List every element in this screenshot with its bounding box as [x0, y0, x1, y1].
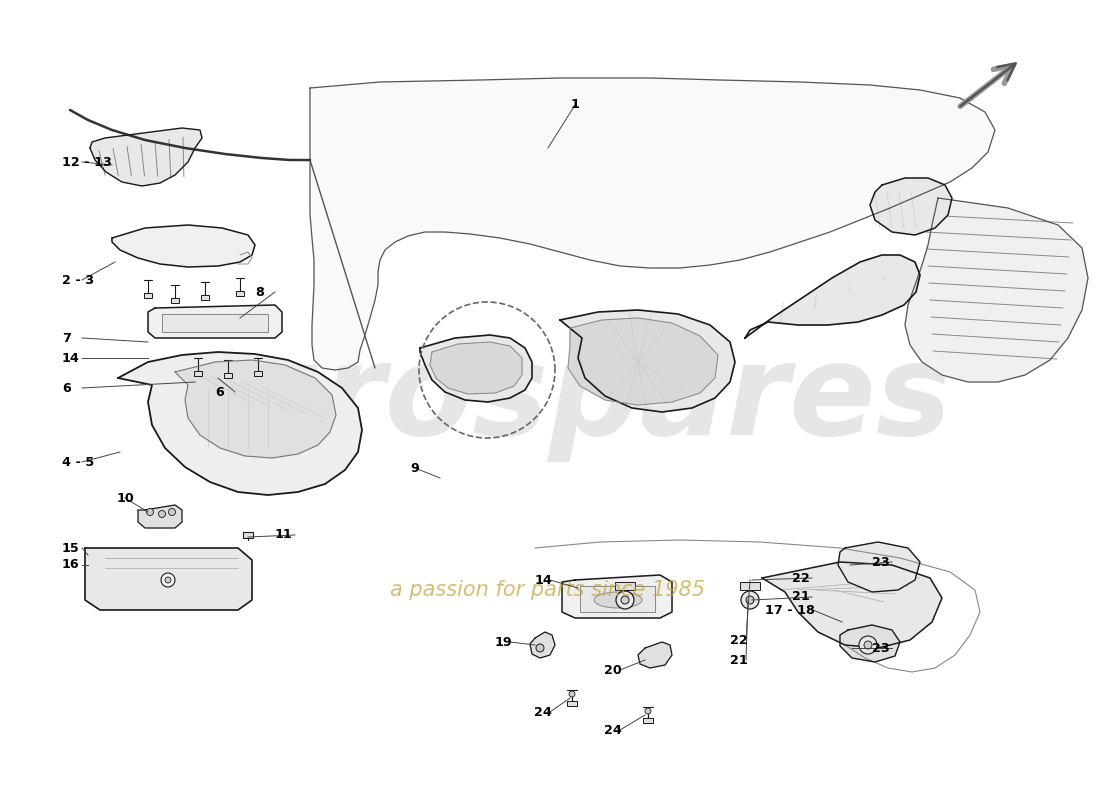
Polygon shape	[310, 78, 996, 370]
Bar	[566, 701, 578, 706]
Text: 24: 24	[604, 723, 622, 737]
Polygon shape	[85, 548, 252, 610]
Bar	[201, 295, 209, 300]
Bar	[243, 532, 253, 538]
Text: 21: 21	[730, 654, 748, 666]
Text: 8: 8	[255, 286, 264, 298]
Bar	[615, 582, 635, 590]
Text: 20: 20	[604, 663, 622, 677]
Circle shape	[536, 644, 544, 652]
Text: 9: 9	[410, 462, 419, 474]
Text: 1: 1	[571, 98, 580, 111]
Circle shape	[621, 596, 629, 604]
Text: 21: 21	[792, 590, 810, 603]
Text: 11: 11	[275, 529, 293, 542]
Polygon shape	[560, 310, 735, 412]
Circle shape	[165, 577, 170, 583]
Text: 22: 22	[792, 571, 810, 585]
Text: 14: 14	[62, 351, 80, 365]
Polygon shape	[90, 128, 202, 186]
Bar	[170, 298, 179, 303]
Text: 19: 19	[494, 635, 512, 649]
Text: 7: 7	[62, 331, 70, 345]
Circle shape	[746, 596, 754, 604]
Text: 16: 16	[62, 558, 79, 571]
Polygon shape	[148, 305, 282, 338]
Text: 17 - 18: 17 - 18	[766, 603, 815, 617]
Text: 12 - 13: 12 - 13	[62, 155, 112, 169]
Circle shape	[569, 691, 575, 697]
Bar	[236, 291, 244, 296]
Circle shape	[146, 509, 154, 515]
Polygon shape	[162, 314, 268, 332]
Text: a passion for parts since 1985: a passion for parts since 1985	[390, 580, 705, 600]
Circle shape	[645, 708, 651, 714]
Polygon shape	[568, 318, 718, 405]
Circle shape	[859, 636, 877, 654]
Polygon shape	[905, 198, 1088, 382]
Circle shape	[161, 573, 175, 587]
Polygon shape	[175, 360, 336, 458]
Circle shape	[741, 591, 759, 609]
Circle shape	[158, 510, 165, 518]
Circle shape	[616, 591, 634, 609]
Bar	[144, 293, 152, 298]
Polygon shape	[745, 255, 920, 338]
Bar	[740, 582, 760, 590]
Polygon shape	[530, 632, 556, 658]
Text: 10: 10	[117, 491, 134, 505]
Text: 24: 24	[535, 706, 552, 718]
Polygon shape	[580, 586, 654, 612]
Text: 14: 14	[535, 574, 552, 586]
Circle shape	[168, 509, 176, 515]
Polygon shape	[562, 575, 672, 618]
Polygon shape	[118, 352, 362, 495]
Bar	[224, 373, 232, 378]
Text: 4 - 5: 4 - 5	[62, 455, 95, 469]
Bar	[644, 718, 653, 723]
Polygon shape	[762, 562, 942, 648]
Polygon shape	[430, 342, 522, 394]
Bar	[254, 371, 262, 376]
Polygon shape	[840, 625, 900, 662]
Text: 2 - 3: 2 - 3	[62, 274, 95, 286]
Polygon shape	[138, 505, 182, 528]
Text: 15: 15	[62, 542, 79, 554]
Text: 6: 6	[62, 382, 70, 394]
Text: eurospares: eurospares	[144, 338, 952, 462]
Polygon shape	[870, 178, 952, 235]
Polygon shape	[420, 335, 532, 402]
Text: 23: 23	[872, 642, 890, 654]
Ellipse shape	[594, 592, 642, 608]
Text: 6: 6	[214, 386, 223, 398]
Circle shape	[864, 641, 872, 649]
Text: 23: 23	[872, 555, 890, 569]
Polygon shape	[838, 542, 920, 592]
Polygon shape	[112, 225, 255, 267]
Polygon shape	[638, 642, 672, 668]
Bar	[194, 371, 202, 376]
Text: 22: 22	[730, 634, 748, 646]
